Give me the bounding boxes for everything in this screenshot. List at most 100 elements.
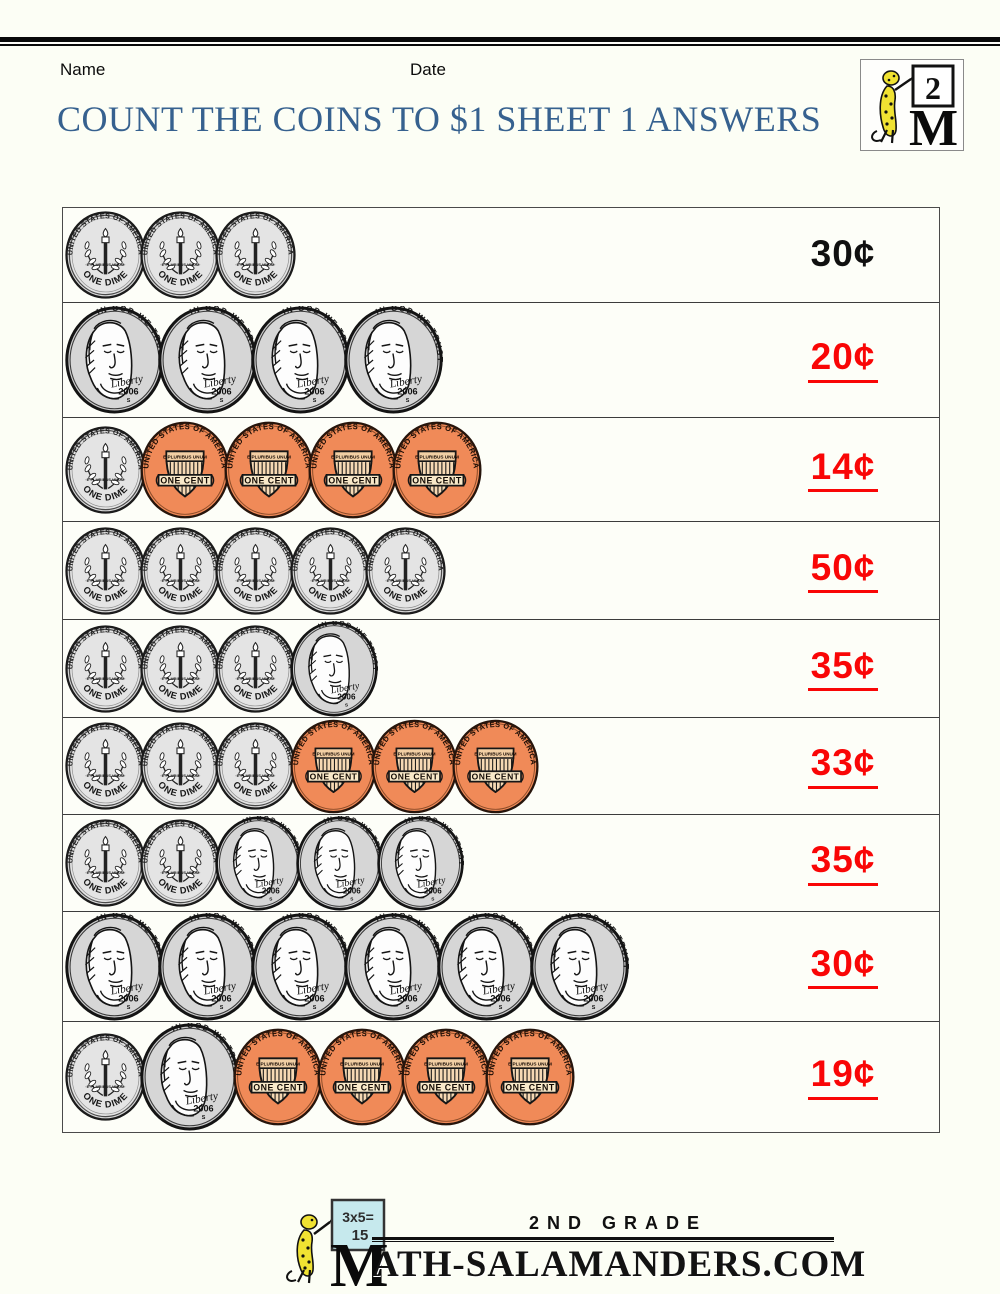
svg-text:·E PLURIBUS UNUM·: ·E PLURIBUS UNUM· [235,676,275,681]
svg-text:S: S [127,398,131,404]
nickel-coin-image: IN GOD WE TRUST Liberty 2006 S [65,306,164,414]
svg-text:·E PLURIBUS UNUM·: ·E PLURIBUS UNUM· [235,773,275,778]
answer-value: 20¢ [807,336,879,383]
nickel-coin-image: IN GOD WE TRUST Liberty 2006 S [65,913,164,1020]
coin-group: IN GOD WE TRUST Liberty 2006 S IN GOD WE… [65,913,629,1021]
dime-coin-image: UNITED STATES OF AMERICA ·E PLURIBUS UNU… [65,624,146,713]
svg-text:S: S [350,896,353,902]
svg-text:ONE CENT: ONE CENT [160,475,210,485]
svg-text:·E PLURIBUS UNUM·: ·E PLURIBUS UNUM· [160,870,200,875]
answer-cell: 35¢ [779,815,907,911]
svg-text:E PLURIBUS UNUM: E PLURIBUS UNUM [331,454,375,459]
board-answer: 15 [352,1227,369,1244]
svg-text:S: S [269,896,272,902]
svg-text:2006: 2006 [397,386,417,396]
answer-value: 14¢ [807,446,879,493]
svg-text:E PLURIBUS UNUM: E PLURIBUS UNUM [415,454,459,459]
coin-group: UNITED STATES OF AMERICA ·E PLURIBUS UNU… [65,211,296,299]
logo-letter-m: M [909,100,958,148]
nickel-coin-image: IN GOD WE TRUST Liberty 2006 S [215,816,302,910]
coin-row: UNITED STATES OF AMERICA ·E PLURIBUS UNU… [63,521,939,619]
svg-text:Liberty: Liberty [109,979,145,997]
answer-value: 35¢ [807,645,879,692]
svg-text:·E PLURIBUS UNUM·: ·E PLURIBUS UNUM· [85,676,125,681]
dime-coin-image: UNITED STATES OF AMERICA ·E PLURIBUS UNU… [140,211,221,299]
coin-row: UNITED STATES OF AMERICA ·E PLURIBUS UNU… [63,814,939,911]
svg-text:·E PLURIBUS UNUM·: ·E PLURIBUS UNUM· [85,870,125,875]
corner-logo: 2 M [860,59,964,157]
svg-text:·E PLURIBUS UNUM·: ·E PLURIBUS UNUM· [85,773,125,778]
coin-row: UNITED STATES OF AMERICA ·E PLURIBUS UNU… [63,619,939,717]
dime-coin-image: UNITED STATES OF AMERICA ·E PLURIBUS UNU… [65,425,146,514]
footer-grade-text: 2ND GRADE [528,1213,707,1233]
svg-text:S: S [406,1004,410,1010]
svg-text:Liberty: Liberty [295,373,331,391]
svg-text:ONE CENT: ONE CENT [337,1083,387,1093]
dime-coin-image: UNITED STATES OF AMERICA ·E PLURIBUS UNU… [140,526,221,615]
dime-coin-image: UNITED STATES OF AMERICA ·E PLURIBUS UNU… [140,722,221,810]
answer-cell: 50¢ [779,522,907,619]
svg-text:ONE CENT: ONE CENT [244,475,294,485]
answer-value: 33¢ [807,742,879,789]
footer-site-text: ATH-SALAMANDERS.COM [372,1244,867,1285]
svg-text:·E PLURIBUS UNUM·: ·E PLURIBUS UNUM· [160,262,200,267]
svg-text:E PLURIBUS UNUM: E PLURIBUS UNUM [393,751,435,756]
svg-text:·E PLURIBUS UNUM·: ·E PLURIBUS UNUM· [160,578,200,583]
nickel-coin-image: IN GOD WE TRUST Liberty 2006 S [158,306,257,414]
footer: 3x5= 15 M 2ND GRADE ATH-SALAMANDERS.COM [278,1196,867,1288]
svg-text:E PLURIBUS UNUM: E PLURIBUS UNUM [163,454,207,459]
svg-text:·E PLURIBUS UNUM·: ·E PLURIBUS UNUM· [235,578,275,583]
dime-coin-image: UNITED STATES OF AMERICA ·E PLURIBUS UNU… [290,526,371,615]
top-rule [0,37,1000,46]
svg-text:2006: 2006 [262,886,280,895]
svg-text:Liberty: Liberty [329,680,361,696]
answer-value: 19¢ [807,1053,879,1100]
penny-coin-image: UNITED STATES OF AMERICA E PLURIBUS UNUM… [308,421,398,518]
coin-row: UNITED STATES OF AMERICA ·E PLURIBUS UNU… [63,417,939,521]
answer-cell: 14¢ [779,418,907,521]
answer-value: 30¢ [807,943,879,990]
svg-text:2006: 2006 [343,886,361,895]
answer-value: 30¢ [810,232,876,274]
corner-logo-graphic: 2 M [871,64,958,157]
svg-text:·E PLURIBUS UNUM·: ·E PLURIBUS UNUM· [160,676,200,681]
coin-group: UNITED STATES OF AMERICA ·E PLURIBUS UNU… [65,719,539,814]
svg-text:2006: 2006 [397,993,417,1003]
svg-text:Liberty: Liberty [295,979,331,997]
penny-coin-image: UNITED STATES OF AMERICA E PLURIBUS UNUM… [290,719,377,813]
svg-text:E PLURIBUS UNUM: E PLURIBUS UNUM [256,1061,300,1066]
svg-text:Liberty: Liberty [109,373,145,391]
svg-text:S: S [202,1115,206,1121]
nickel-coin-image: IN GOD WE TRUST Liberty 2006 S [251,913,350,1020]
answer-cell: 19¢ [779,1022,907,1132]
coin-row: UNITED STATES OF AMERICA ·E PLURIBUS UNU… [63,208,939,302]
penny-coin-image: UNITED STATES OF AMERICA E PLURIBUS UNUM… [392,421,482,518]
board-equation: 3x5= [342,1209,374,1225]
svg-text:·E PLURIBUS UNUM·: ·E PLURIBUS UNUM· [160,773,200,778]
answer-cell: 30¢ [779,912,907,1021]
svg-text:Liberty: Liberty [574,979,610,997]
svg-text:S: S [345,702,348,708]
nickel-coin-image: IN GOD WE TRUST Liberty 2006 S [437,913,536,1020]
svg-text:ONE CENT: ONE CENT [310,771,358,781]
date-label: Date [410,60,446,79]
svg-text:2006: 2006 [211,386,231,396]
coin-row: IN GOD WE TRUST Liberty 2006 S IN GOD WE… [63,302,939,417]
dime-coin-image: UNITED STATES OF AMERICA ·E PLURIBUS UNU… [65,1033,146,1121]
penny-coin-image: UNITED STATES OF AMERICA E PLURIBUS UNUM… [485,1028,575,1126]
svg-text:Liberty: Liberty [415,874,447,890]
dime-coin-image: UNITED STATES OF AMERICA ·E PLURIBUS UNU… [65,211,146,299]
svg-text:2006: 2006 [304,993,324,1003]
svg-text:S: S [406,398,410,404]
svg-text:E PLURIBUS UNUM: E PLURIBUS UNUM [474,751,516,756]
dime-coin-image: UNITED STATES OF AMERICA ·E PLURIBUS UNU… [65,819,146,907]
svg-text:2006: 2006 [118,386,138,396]
svg-text:·E PLURIBUS UNUM·: ·E PLURIBUS UNUM· [235,262,275,267]
answer-value: 35¢ [807,839,879,886]
answer-cell: 30¢ [779,208,907,302]
svg-text:ONE CENT: ONE CENT [421,1083,471,1093]
nickel-coin-image: IN GOD WE TRUST Liberty 2006 S [140,1023,239,1131]
svg-text:·E PLURIBUS UNUM·: ·E PLURIBUS UNUM· [85,1084,125,1089]
dime-coin-image: UNITED STATES OF AMERICA ·E PLURIBUS UNU… [215,624,296,713]
